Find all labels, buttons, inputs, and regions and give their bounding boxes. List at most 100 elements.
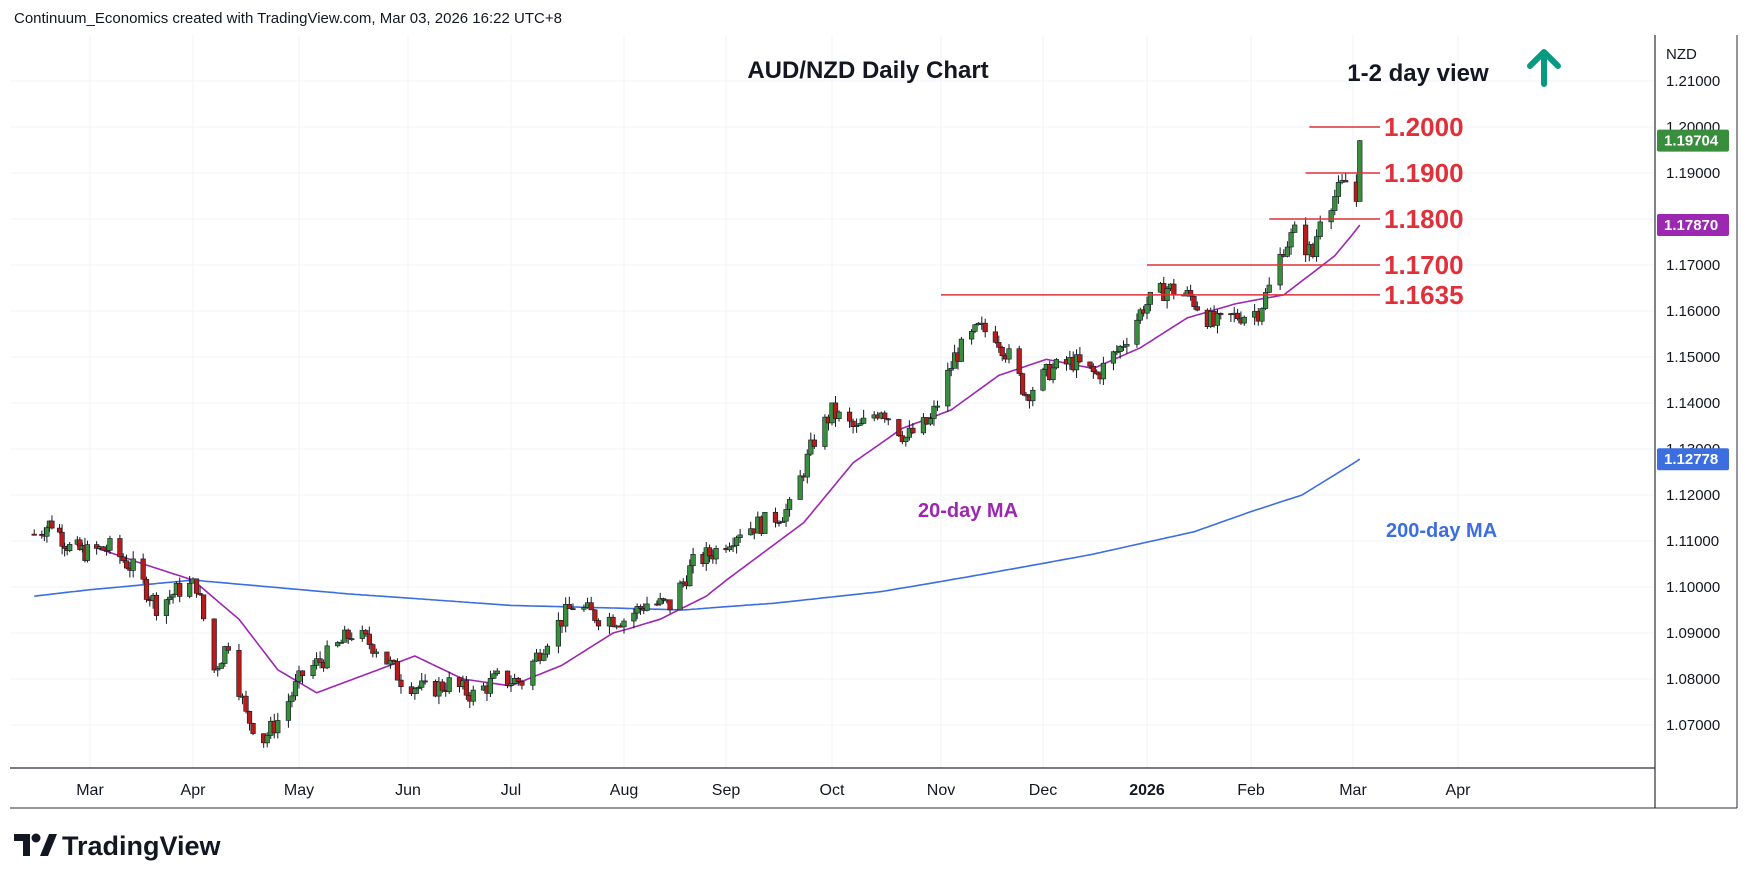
candle <box>201 594 207 622</box>
candle <box>1110 350 1117 371</box>
candle <box>487 670 494 698</box>
candle <box>631 608 637 629</box>
arrow-up-icon <box>1527 49 1561 87</box>
candle <box>1292 221 1298 234</box>
candle <box>910 422 916 435</box>
candle <box>130 551 136 578</box>
candle <box>289 691 295 708</box>
y-tick-label: 1.16000 <box>1666 303 1720 320</box>
candle <box>1357 140 1363 202</box>
x-tick-label: May <box>284 782 314 799</box>
candle <box>222 645 228 667</box>
candle <box>850 418 856 434</box>
y-tick-label: 1.12000 <box>1666 487 1720 504</box>
candle <box>218 662 224 669</box>
candle <box>394 658 401 681</box>
candle <box>588 596 594 611</box>
candle <box>1120 340 1127 351</box>
candle <box>1087 361 1093 370</box>
candle <box>1259 307 1265 326</box>
candle <box>854 418 860 433</box>
candle <box>1194 301 1200 312</box>
ma200-series <box>34 458 1361 611</box>
y-tick-label: 1.15000 <box>1666 349 1720 366</box>
candle <box>1050 362 1056 384</box>
candle <box>1343 172 1349 183</box>
candle <box>123 554 130 570</box>
candle <box>1218 312 1224 320</box>
x-axis-ticks: Mar Apr May Jun Jul Aug Sep Oct Nov Dec 2026 Feb Mar… <box>76 782 1471 799</box>
candle <box>335 641 341 648</box>
candle <box>107 535 113 555</box>
candle <box>1164 286 1170 309</box>
candle <box>470 685 476 706</box>
candle <box>1023 391 1029 401</box>
candle <box>634 603 640 620</box>
x-tick-label: Nov <box>927 782 955 799</box>
y-tick-label: 1.21000 <box>1666 73 1720 90</box>
y-tick-label: 1.09000 <box>1666 625 1720 642</box>
candle <box>885 417 891 426</box>
candle <box>1241 315 1247 326</box>
candle <box>654 600 660 607</box>
candle <box>177 577 183 603</box>
candle <box>992 325 998 344</box>
candle <box>1277 247 1283 291</box>
candle <box>338 639 344 644</box>
candle <box>934 400 941 411</box>
candle <box>968 329 975 345</box>
candle <box>687 559 693 587</box>
candle <box>366 626 372 650</box>
x-tick-label: Mar <box>76 782 104 799</box>
candle <box>857 418 863 426</box>
candle <box>1030 386 1036 407</box>
candle <box>563 597 569 633</box>
candle <box>345 628 351 645</box>
candle <box>931 400 937 426</box>
candle <box>373 648 379 658</box>
y-tick-label: 1.14000 <box>1666 395 1720 412</box>
x-tick-label: Apr <box>1446 782 1472 799</box>
candle <box>419 672 425 691</box>
candle <box>703 541 709 571</box>
candle <box>387 656 394 669</box>
level-label: 1.1635 <box>1384 280 1464 310</box>
candle <box>422 674 428 685</box>
candle <box>882 410 888 423</box>
candle <box>197 586 203 597</box>
candle <box>349 632 355 642</box>
candle <box>808 432 814 457</box>
candle <box>324 640 330 670</box>
candle <box>927 413 934 426</box>
candle <box>1332 189 1338 216</box>
candle <box>786 496 793 517</box>
x-tick-label: Apr <box>181 782 207 799</box>
candle <box>706 544 713 563</box>
candle <box>783 503 789 527</box>
candle <box>772 507 779 528</box>
candle <box>243 690 249 714</box>
candle <box>370 643 376 658</box>
candle <box>236 644 242 701</box>
ma20-label: 20-day MA <box>918 500 1018 522</box>
candle <box>660 597 667 604</box>
candle <box>530 659 536 691</box>
candle <box>193 578 200 598</box>
y-tick-label: 1.19000 <box>1666 165 1720 182</box>
candlestick-series <box>31 140 1363 748</box>
candle <box>677 580 683 611</box>
candle <box>292 674 299 701</box>
candle <box>1303 217 1309 263</box>
candle <box>1234 308 1241 321</box>
ma200-label: 200-day MA <box>1386 520 1497 542</box>
candle <box>737 528 743 543</box>
candle <box>1335 175 1342 204</box>
x-tick-label: 2026 <box>1129 782 1165 799</box>
candle <box>211 618 217 673</box>
candle <box>1094 369 1100 376</box>
candle <box>100 545 106 551</box>
y-tick-label: 1.17000 <box>1666 257 1720 274</box>
candle <box>1144 296 1150 320</box>
candle <box>555 612 561 654</box>
